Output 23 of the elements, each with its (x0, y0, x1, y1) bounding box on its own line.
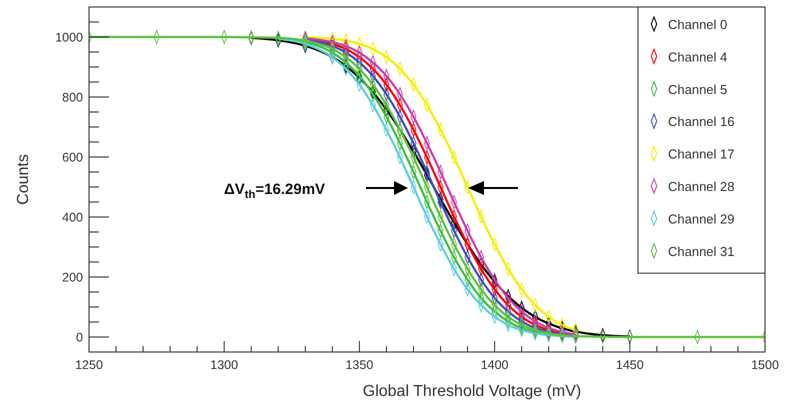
legend-label: Channel 5 (668, 82, 728, 97)
legend-label: Channel 17 (668, 146, 734, 162)
y-tick-label: 1000 (55, 30, 84, 44)
legend-label: Channel 31 (668, 244, 734, 259)
y-tick-label: 400 (62, 210, 84, 224)
legend-label: Channel 0 (668, 17, 728, 32)
y-axis-title: Counts (15, 154, 32, 205)
x-tick-label: 1300 (210, 358, 238, 372)
x-tick-label: 1400 (480, 358, 509, 372)
x-tick-label: 1250 (75, 358, 103, 372)
y-tick-label: 800 (62, 90, 84, 104)
legend-label: Channel 28 (668, 179, 734, 194)
legend-label: Channel 16 (668, 114, 734, 130)
annotation: ΔV$_{th}$=16.29mV (224, 181, 326, 201)
y-tick-label: 0 (76, 330, 84, 344)
legend-label: Channel 4 (668, 49, 728, 64)
x-tick-label: 1350 (345, 358, 374, 372)
x-axis-title: Global Threshold Voltage (mV) (362, 383, 582, 400)
legend-label: Channel 29 (668, 211, 734, 226)
y-tick-label: 200 (62, 270, 84, 284)
y-tick-label: 600 (62, 150, 84, 164)
x-tick-label: 1450 (616, 358, 644, 372)
x-tick-label: 1500 (751, 358, 779, 372)
